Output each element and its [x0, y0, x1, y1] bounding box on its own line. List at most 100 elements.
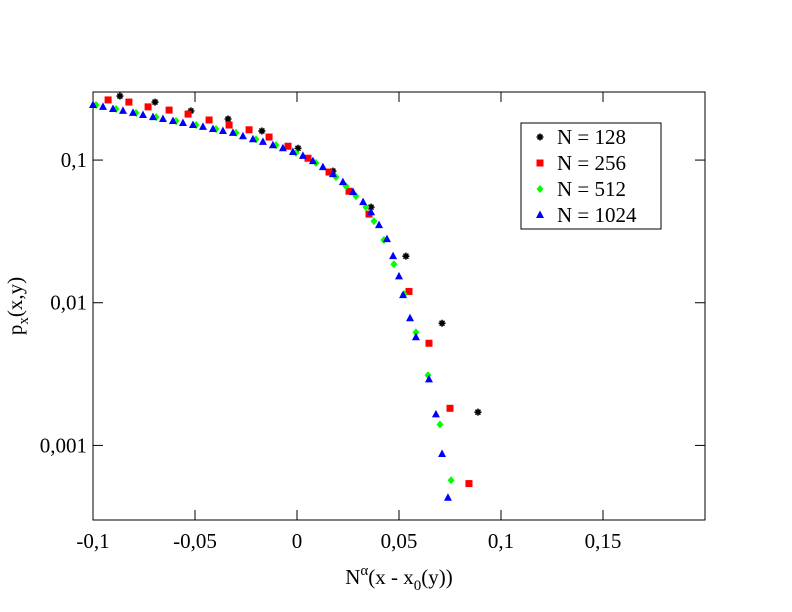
marker-diamond — [536, 185, 544, 193]
marker-triangle — [399, 290, 408, 299]
marker-triangle — [411, 332, 420, 341]
marker-square — [284, 142, 292, 150]
x-tick-label: 0,05 — [381, 529, 418, 553]
marker-triangle — [158, 114, 167, 123]
legend-label: N = 1024 — [557, 203, 637, 227]
marker-star — [116, 92, 124, 100]
marker-star — [536, 133, 544, 141]
marker-square — [144, 103, 152, 111]
marker-triangle — [188, 120, 197, 129]
marker-triangle — [424, 374, 433, 383]
marker-triangle — [118, 106, 127, 114]
x-tick-label: 0,1 — [488, 529, 514, 553]
marker-diamond — [436, 420, 444, 429]
marker-triangle — [208, 124, 217, 133]
marker-star — [294, 144, 302, 152]
marker-triangle — [367, 207, 376, 216]
x-tick-label: 0,15 — [585, 529, 622, 553]
marker-triangle — [443, 493, 452, 501]
marker-square — [345, 187, 353, 195]
x-axis-label-part: 0 — [414, 578, 422, 594]
marker-square — [104, 96, 112, 104]
marker-square — [304, 154, 312, 162]
x-axis-label-part: N — [345, 565, 360, 589]
y-axis-label-part: x — [16, 317, 32, 325]
y-axis-label-part: (x,y) — [3, 277, 27, 317]
marker-diamond — [390, 260, 398, 269]
marker-star — [151, 98, 159, 106]
y-tick-label: 0,01 — [50, 291, 87, 315]
marker-square — [325, 168, 333, 176]
x-tick-label: 0 — [292, 529, 303, 553]
x-axis-label: Nα(x - x0(y)) — [345, 563, 453, 594]
marker-square — [265, 133, 273, 141]
marker-square — [536, 159, 544, 167]
marker-square — [425, 339, 433, 347]
marker-triangle — [198, 122, 207, 130]
marker-square — [205, 116, 213, 124]
y-axis-label: px(x,y) — [3, 277, 32, 335]
marker-triangle — [389, 251, 398, 260]
marker-triangle — [318, 162, 327, 171]
marker-star — [258, 127, 266, 135]
x-axis-label-part: α — [360, 563, 368, 579]
marker-triangle — [248, 134, 257, 143]
marker-star — [224, 115, 232, 123]
marker-triangle — [375, 220, 384, 229]
legend-box — [520, 122, 662, 230]
marker-triangle — [238, 131, 247, 140]
marker-star — [438, 319, 446, 327]
marker-triangle — [536, 210, 544, 218]
marker-triangle — [218, 126, 227, 134]
marker-triangle — [382, 234, 391, 243]
marker-square — [465, 480, 473, 488]
marker-triangle — [438, 449, 447, 458]
legend-label: N = 128 — [557, 125, 626, 149]
y-axis-label-part: p — [3, 325, 27, 336]
marker-square — [446, 404, 454, 412]
marker-triangle — [349, 187, 358, 196]
marker-triangle — [395, 271, 403, 280]
x-axis-label-part: (y)) — [421, 565, 452, 589]
legend-label: N = 512 — [557, 177, 626, 201]
marker-triangle — [108, 104, 117, 113]
marker-square — [225, 121, 233, 129]
marker-star — [474, 408, 482, 416]
x-tick-label: -0,05 — [173, 529, 217, 553]
y-tick-label: 0,1 — [61, 148, 87, 172]
marker-triangle — [359, 197, 368, 206]
marker-triangle — [89, 100, 97, 109]
marker-star — [402, 252, 410, 260]
marker-triangle — [228, 128, 237, 136]
marker-triangle — [288, 147, 297, 155]
marker-square — [165, 106, 173, 114]
marker-diamond — [412, 328, 420, 337]
marker-square — [245, 126, 253, 134]
marker-diamond — [370, 217, 378, 226]
marker-square — [405, 287, 413, 295]
marker-triangle — [168, 116, 177, 124]
marker-triangle — [338, 177, 347, 186]
marker-diamond — [447, 476, 455, 485]
marker-square — [125, 98, 133, 106]
marker-triangle — [406, 313, 415, 322]
marker-triangle — [328, 169, 337, 178]
marker-triangle — [298, 151, 307, 159]
legend-label: N = 256 — [557, 151, 626, 175]
marker-square — [184, 110, 192, 118]
marker-triangle — [278, 143, 287, 152]
marker-triangle — [178, 118, 187, 126]
marker-triangle — [148, 112, 157, 121]
marker-triangle — [268, 140, 277, 149]
x-axis-label-part: (x - x — [368, 565, 414, 589]
marker-triangle — [98, 102, 107, 110]
marker-triangle — [431, 409, 440, 418]
marker-triangle — [258, 137, 267, 145]
marker-triangle — [128, 108, 137, 116]
y-tick-label: 0,001 — [40, 433, 87, 457]
marker-triangle — [138, 110, 147, 118]
marker-triangle — [308, 156, 317, 165]
x-tick-label: -0,1 — [76, 529, 109, 553]
